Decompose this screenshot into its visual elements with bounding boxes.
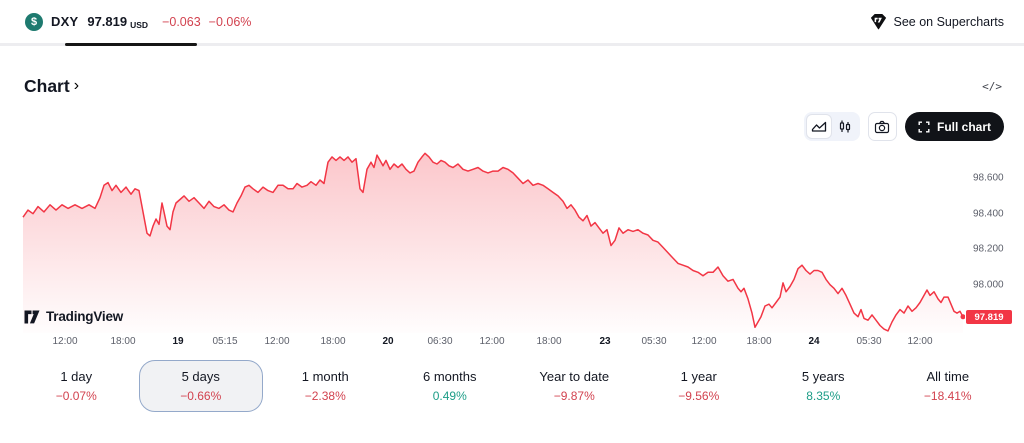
fullscreen-icon	[918, 121, 930, 132]
timeframe-label: Year to date	[539, 369, 610, 384]
header-divider	[0, 43, 1024, 46]
timeframe-all-time-button[interactable]: All time −18.41%	[886, 360, 1011, 412]
symbol-change-percent: −0.06%	[208, 14, 252, 29]
x-axis-tick: 18:00	[320, 336, 346, 347]
x-axis-tick: 12:00	[691, 336, 717, 347]
timeframe-label: 6 months	[423, 369, 477, 384]
last-price-dot	[960, 314, 966, 320]
chart-type-switch	[803, 112, 860, 141]
symbol-price: 97.819	[87, 14, 128, 29]
camera-icon	[875, 120, 890, 133]
x-axis-tick: 06:30	[427, 336, 453, 347]
price-chart[interactable]	[20, 148, 966, 333]
y-axis-label: 98.600	[973, 172, 1004, 184]
x-axis[interactable]: 12:00 18:00 19 05:15 12:00 18:00 20 06:30 12:00 1…	[20, 336, 965, 350]
timeframe-label: 5 years	[801, 369, 845, 384]
timeframe-change: −9.56%	[678, 389, 720, 403]
timeframe-1-day-button[interactable]: 1 day −0.07%	[14, 360, 139, 412]
area-fill	[23, 153, 963, 333]
timeframe-change: −2.38%	[304, 389, 346, 403]
x-axis-tick: 05:15	[212, 336, 238, 347]
x-axis-tick: 23	[599, 336, 611, 347]
x-axis-tick: 05:30	[856, 336, 882, 347]
supercharts-label: See on Supercharts	[893, 14, 1005, 29]
x-axis-tick: 18:00	[536, 336, 562, 347]
x-axis-tick: 12:00	[907, 336, 933, 347]
timeframe-change: 8.35%	[806, 389, 841, 403]
last-price-tag: 97.819	[966, 310, 1012, 324]
x-axis-tick: 12:00	[52, 336, 78, 347]
dxy-symbol-logo-icon: $	[25, 12, 43, 31]
timeframe-label: 5 days	[181, 369, 220, 384]
timeframe-change: −9.87%	[553, 389, 595, 403]
timeframe-5-years-button[interactable]: 5 years 8.35%	[761, 360, 886, 412]
timeframe-change: −0.66%	[180, 389, 222, 403]
x-axis-tick: 12:00	[479, 336, 505, 347]
y-axis[interactable]: 98.600 98.400 98.200 98.000	[973, 148, 1023, 333]
chart-section-link[interactable]: Chart ›	[24, 76, 79, 97]
full-chart-button[interactable]: Full chart	[904, 112, 1004, 141]
embed-code-icon[interactable]: </>	[982, 80, 1002, 93]
area-chart-icon	[811, 121, 827, 132]
candlesticks-icon	[839, 120, 851, 132]
symbol-change: −0.063	[162, 14, 201, 29]
symbol-name: DXY	[51, 14, 79, 29]
see-on-supercharts-link[interactable]: See on Supercharts	[870, 13, 1005, 30]
tradingview-logo-icon	[24, 310, 40, 323]
x-axis-tick: 24	[808, 336, 820, 347]
timeframe-change: −18.41%	[923, 389, 972, 403]
timeframe-label: 1 month	[301, 369, 349, 384]
timeframe-selector: 1 day −0.07% 5 days −0.66% 1 month −2.38% 6 mo…	[14, 360, 1010, 412]
timeframe-5-days-button[interactable]: 5 days −0.66%	[138, 360, 263, 412]
timeframe-year-to-date-button[interactable]: Year to date −9.87%	[512, 360, 637, 412]
page-title: Chart	[24, 76, 70, 96]
tradingview-gem-logo-icon	[870, 13, 886, 30]
timeframe-label: 1 day	[60, 369, 93, 384]
snapshot-button[interactable]	[867, 112, 897, 141]
symbol-currency: USD	[130, 19, 149, 30]
timeframe-change: 0.49%	[432, 389, 467, 403]
timeframe-label: 1 year	[680, 369, 717, 384]
timeframe-change: −0.07%	[55, 389, 97, 403]
x-axis-tick: 12:00	[264, 336, 290, 347]
y-axis-label: 98.000	[973, 279, 1004, 291]
price-line	[22, 152, 964, 332]
x-axis-tick: 05:30	[641, 336, 667, 347]
x-axis-tick: 20	[382, 336, 394, 347]
y-axis-label: 98.200	[973, 243, 1004, 255]
x-axis-tick: 18:00	[746, 336, 772, 347]
timeframe-1-year-button[interactable]: 1 year −9.56%	[637, 360, 762, 412]
area-chart-svg	[22, 152, 966, 333]
timeframe-6-months-button[interactable]: 6 months 0.49%	[388, 360, 513, 412]
active-tab-indicator	[65, 43, 197, 46]
symbol-header: $ DXY 97.819 USD −0.063 −0.06% See on Su…	[0, 0, 1024, 43]
y-axis-label: 98.400	[973, 208, 1004, 220]
full-chart-label: Full chart	[936, 119, 991, 134]
x-axis-tick: 18:00	[110, 336, 136, 347]
watermark-text: TradingView	[46, 309, 124, 324]
chart-toolbar: Full chart	[803, 112, 1004, 141]
chevron-right-icon: ›	[73, 76, 80, 94]
tradingview-watermark: TradingView	[24, 309, 123, 324]
x-axis-tick: 19	[172, 336, 184, 347]
area-chart-type-button[interactable]	[805, 114, 832, 139]
timeframe-label: All time	[926, 369, 970, 384]
candles-chart-type-button[interactable]	[832, 114, 858, 139]
timeframe-1-month-button[interactable]: 1 month −2.38%	[263, 360, 388, 412]
